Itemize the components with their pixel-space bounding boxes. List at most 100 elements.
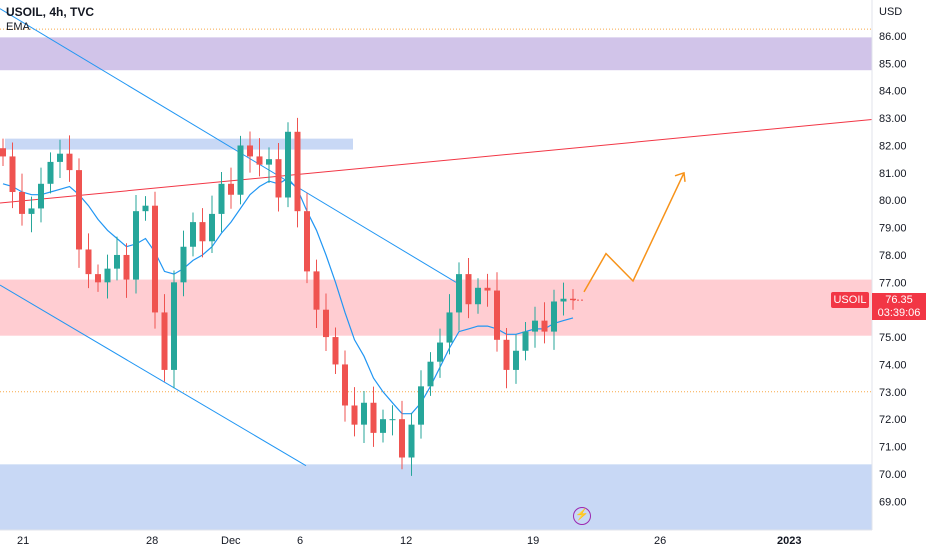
projection-arrow [583, 172, 685, 293]
candle-body [180, 246, 187, 283]
candle-body [142, 205, 149, 212]
candle-body [551, 301, 557, 332]
candle-body [237, 145, 244, 195]
candle-body [275, 159, 282, 198]
candle-body [475, 287, 481, 305]
bar-countdown: 03:39:06 [877, 307, 921, 319]
candle-body [294, 131, 301, 212]
price-axis[interactable]: 86.00 85.00 84.00 83.00 82.00 81.00 80.00 79.00… [879, 31, 907, 508]
arrow-head [674, 171, 686, 182]
candle-body [332, 337, 339, 365]
price-tick-label: 81.00 [879, 168, 907, 180]
candle-body [285, 131, 291, 198]
projection-layer [573, 171, 686, 301]
candle-body [532, 320, 538, 332]
price-tick-label: 85.00 [879, 58, 907, 70]
time-tick-label: 21 [17, 535, 29, 547]
purple-zone [0, 37, 872, 71]
upper-descending-line [0, 8, 457, 283]
candle-body [380, 419, 386, 433]
candle-body [9, 156, 16, 193]
candle-body [104, 268, 111, 283]
candle-body [19, 192, 25, 214]
price-tick-label: 86.00 [879, 31, 907, 43]
candle-body [123, 254, 130, 280]
candle-body [47, 161, 54, 184]
price-tick-label: 69.00 [879, 496, 907, 508]
time-axis[interactable]: 21 28 Dec 6 12 19 26 2023 [17, 535, 801, 547]
candle-body [456, 274, 462, 313]
candle-body [408, 424, 415, 458]
candles-layer [0, 117, 576, 476]
time-tick-label: 19 [527, 535, 539, 547]
candle-body [484, 287, 491, 291]
price-tick-label: 78.00 [879, 250, 907, 262]
price-tick-label: 77.00 [879, 277, 907, 289]
candle-body [66, 153, 73, 171]
candle-body [218, 183, 225, 214]
symbol-label: USOIL [831, 292, 869, 308]
candle-body [503, 339, 510, 370]
price-tick-label: 72.00 [879, 414, 907, 426]
candle-body [389, 419, 396, 421]
candle-body [418, 386, 424, 425]
zones-layer [0, 37, 872, 531]
candle-body [370, 402, 377, 433]
time-tick-label: 28 [146, 535, 158, 547]
upper-blue-zone [5, 138, 353, 150]
candle-body [209, 213, 215, 242]
current-price-label: 76.35 03:39:06 [872, 293, 926, 320]
candle-body [361, 402, 367, 425]
candle-body [513, 350, 519, 370]
candle-body [465, 274, 472, 305]
price-tick-label: 80.00 [879, 195, 907, 207]
price-tick-label: 84.00 [879, 86, 907, 98]
candle-body [304, 211, 310, 272]
price-tick-label: 75.00 [879, 332, 907, 344]
candle-body [427, 361, 434, 387]
candle-body [342, 364, 348, 406]
price-tick-label: 71.00 [879, 442, 907, 454]
trend-lines-layer [0, 8, 873, 467]
price-tick-label: 83.00 [879, 113, 907, 125]
candle-body [351, 405, 358, 425]
dotted-levels [0, 28, 872, 393]
price-tick-label: 70.00 [879, 469, 907, 481]
lower-blue-zone [0, 464, 872, 531]
candle-body [560, 298, 567, 302]
candle-body [570, 298, 576, 301]
candle-body [152, 205, 158, 313]
current-price-value: 76.35 [885, 294, 913, 306]
flash-icon[interactable]: ⚡ [573, 507, 591, 525]
candle-body [199, 222, 206, 242]
indicator-label[interactable]: EMA [6, 21, 30, 33]
candle-body [0, 148, 6, 157]
chart-title[interactable]: USOIL, 4h, TVC [6, 5, 95, 19]
candle-body [190, 222, 196, 247]
candle-body [85, 249, 92, 275]
candle-body [323, 309, 329, 338]
candle-body [38, 183, 44, 209]
candle-body [114, 254, 120, 269]
candle-body [256, 156, 263, 165]
time-tick-label: 2023 [777, 535, 801, 547]
candle-body [161, 312, 168, 370]
candle-body [28, 208, 35, 214]
currency-label: USD [879, 6, 902, 18]
candle-body [313, 271, 320, 310]
candle-body [494, 290, 500, 340]
price-tick-label: 82.00 [879, 140, 907, 152]
time-tick-label: 6 [297, 535, 303, 547]
candle-body [133, 211, 139, 280]
price-tick-label: 79.00 [879, 223, 907, 235]
candle-body [522, 331, 529, 351]
candle-body [446, 312, 453, 343]
time-tick-label: Dec [221, 535, 241, 547]
red-zone [0, 279, 872, 336]
lower-descending-line [0, 284, 307, 467]
price-tick-label: 74.00 [879, 359, 907, 371]
candle-body [228, 183, 234, 195]
candle-body [266, 159, 272, 165]
candle-body [76, 170, 82, 250]
